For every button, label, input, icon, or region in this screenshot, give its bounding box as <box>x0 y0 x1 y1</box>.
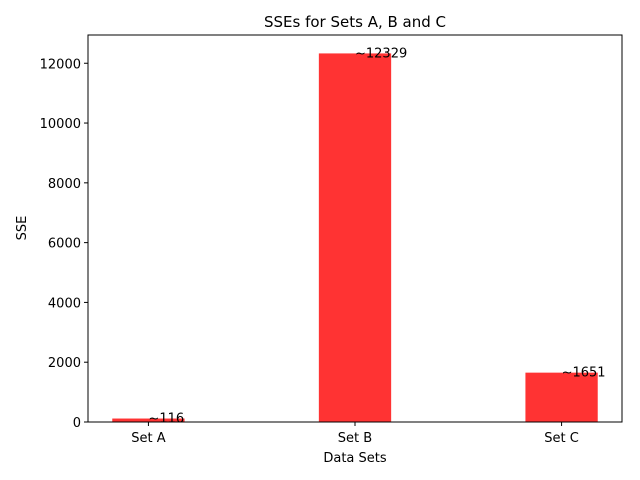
x-axis-ticks: Set A Set B Set C <box>131 422 579 446</box>
y-tick-label: 0 <box>73 416 81 431</box>
data-labels-group: ~116 ~12329 ~1651 <box>148 46 605 426</box>
y-axis-label: SSE <box>15 216 30 241</box>
bars-group <box>112 53 598 422</box>
y-tick-label: 4000 <box>48 296 81 311</box>
x-tick-label: Set A <box>131 431 165 446</box>
y-tick-label: 12000 <box>40 57 81 72</box>
x-axis-label: Data Sets <box>323 451 387 466</box>
plot-frame <box>87 34 623 423</box>
y-tick-label: 6000 <box>48 237 81 252</box>
y-tick-label: 2000 <box>48 356 81 371</box>
x-tick-label: Set B <box>338 431 372 446</box>
bar-set-b <box>318 53 392 422</box>
y-tick-label: 8000 <box>48 177 81 192</box>
data-label: ~12329 <box>355 46 407 61</box>
y-tick-label: 10000 <box>40 117 81 132</box>
chart-title: SSEs for Sets A, B and C <box>264 13 446 31</box>
data-label: ~1651 <box>562 366 606 381</box>
x-tick-label: Set C <box>544 431 579 446</box>
y-axis-ticks: 0 2000 4000 6000 8000 10000 12000 <box>40 57 88 431</box>
bar-set-a <box>112 418 185 422</box>
data-label: ~116 <box>148 412 184 427</box>
bar-set-c <box>525 372 598 422</box>
